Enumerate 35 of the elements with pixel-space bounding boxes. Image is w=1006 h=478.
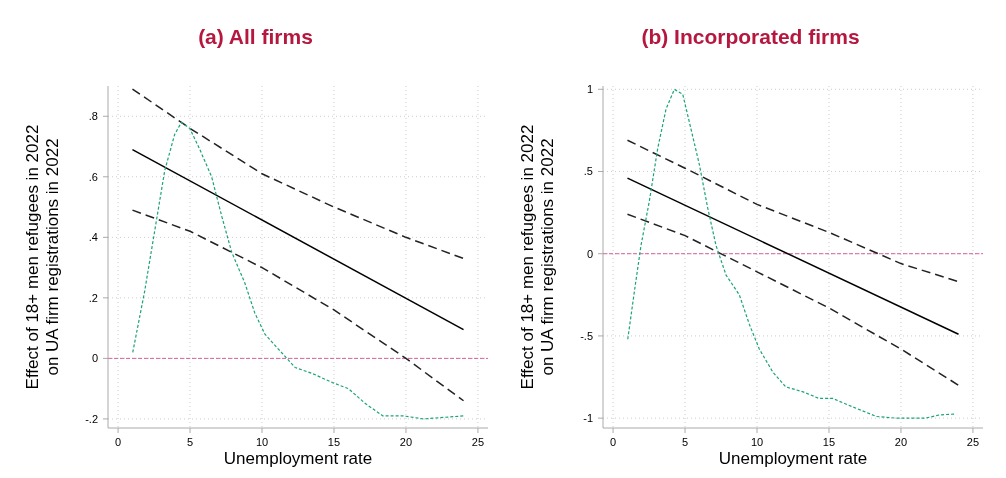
x-tick-label: 15: [327, 436, 341, 448]
x-tick-label: 20: [894, 436, 908, 448]
y-tick-label: .6: [88, 170, 98, 183]
y-tick-label: 0: [91, 352, 98, 365]
y-tick-label: -.2: [85, 412, 98, 425]
chart-title: (a) All firms: [198, 25, 313, 48]
y-tick-label: 0: [586, 247, 593, 260]
x-tick-label: 20: [399, 436, 413, 448]
line-series: [132, 121, 465, 420]
x-axis-title: Unemployment rate: [718, 449, 868, 468]
line-series: [627, 88, 957, 419]
y-tick-label: .4: [88, 231, 98, 244]
x-tick-label: 25: [471, 436, 485, 448]
x-tick-label: 25: [966, 436, 980, 448]
x-tick-label: 10: [255, 436, 269, 448]
x-tick-label: 5: [186, 436, 194, 448]
y-tick-label: .8: [88, 110, 98, 123]
x-tick-label: 0: [610, 436, 617, 448]
y-tick-label: -1: [583, 411, 593, 424]
line-series: [626, 213, 960, 386]
line-series: [131, 88, 465, 260]
x-tick-label: 5: [681, 436, 689, 448]
chart-title: (b) Incorporated firms: [641, 25, 860, 48]
y-tick-label: .5: [583, 165, 593, 178]
y-tick-label: .2: [88, 291, 98, 304]
y-tick-label: -.5: [580, 329, 593, 342]
y-tick-label: 1: [586, 83, 593, 96]
x-tick-label: 0: [115, 436, 122, 448]
line-series: [626, 139, 960, 283]
x-tick-label: 15: [822, 436, 836, 448]
x-axis-title: Unemployment rate: [223, 449, 373, 468]
x-tick-label: 10: [750, 436, 764, 448]
line-series: [131, 209, 465, 402]
y-axis-title: Effect of 18+ men refugees in 2022 on UA firm registrations in 2022: [518, 124, 557, 390]
y-axis-title: Effect of 18+ men refugees in 2022 on UA firm registrations in 2022: [23, 124, 62, 390]
